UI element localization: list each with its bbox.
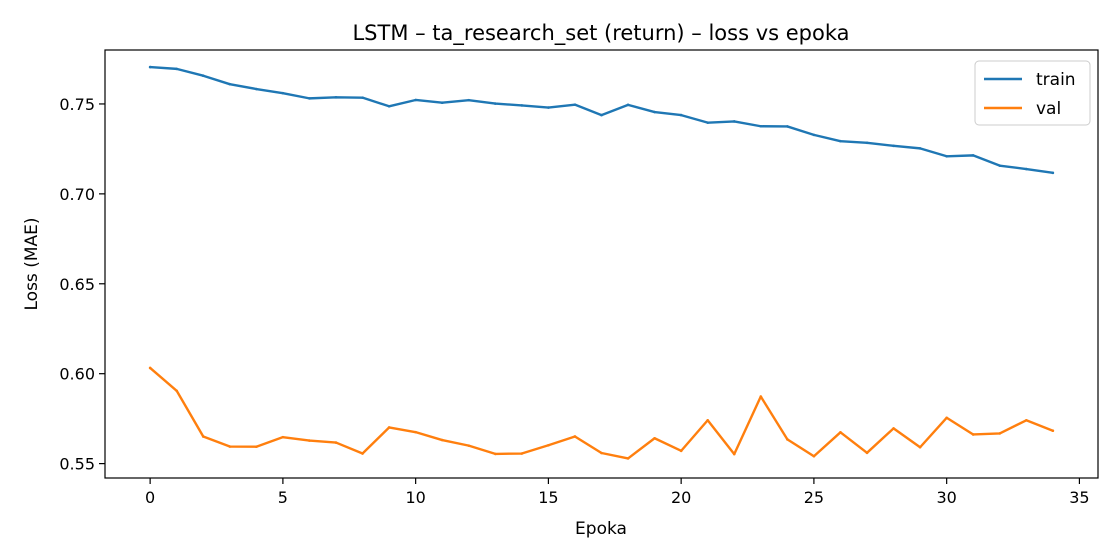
x-tick-label: 35 [1069, 488, 1089, 507]
data-point-train [786, 125, 789, 128]
chart-title: LSTM – ta_research_set (return) – loss v… [352, 21, 849, 46]
data-point-val [414, 430, 417, 434]
x-axis: 0 5 10 15 20 25 30 35 [145, 478, 1090, 507]
data-point-train [387, 104, 391, 108]
data-point-train [414, 98, 417, 102]
data-point-val [308, 439, 311, 442]
data-point-val [148, 366, 152, 370]
data-point-val [387, 426, 391, 429]
data-point-val [334, 441, 338, 444]
data-point-train [865, 141, 869, 145]
data-point-train [945, 154, 948, 158]
data-point-val [812, 454, 816, 458]
data-point-train [679, 113, 683, 117]
legend: train val [974, 60, 1091, 126]
data-point-train [892, 144, 895, 148]
data-point-train [706, 121, 709, 124]
plot-area [104, 49, 1099, 479]
data-point-train [308, 97, 311, 100]
x-tick-label: 30 [936, 488, 956, 507]
data-point-val [547, 443, 550, 447]
data-point-train [626, 103, 630, 107]
data-point-train [573, 103, 577, 106]
data-point-train [759, 124, 763, 128]
data-point-val [971, 433, 975, 436]
x-axis-label: Epoka [575, 519, 627, 539]
data-point-train [201, 74, 205, 78]
x-tick-label: 5 [278, 488, 288, 507]
plot-frame [104, 49, 1099, 479]
data-point-val [281, 435, 285, 439]
y-tick-label: 0.60 [59, 365, 95, 384]
data-point-train [812, 133, 816, 137]
y-tick-label: 0.65 [59, 275, 95, 294]
data-point-val [228, 445, 232, 448]
data-point-val [600, 451, 603, 455]
data-point-train [228, 82, 232, 86]
data-point-val [440, 438, 444, 442]
data-point-train [732, 120, 736, 123]
series-layer [148, 65, 1055, 460]
data-point-val [918, 445, 922, 449]
data-point-val [361, 452, 364, 455]
y-tick-label: 0.70 [59, 185, 95, 204]
data-point-train [361, 96, 364, 99]
y-axis-label: Loss (MAE) [22, 218, 42, 311]
data-point-train [547, 106, 550, 109]
data-point-train [1051, 171, 1055, 175]
data-point-val [786, 438, 789, 441]
data-point-val [201, 435, 205, 438]
data-point-train [998, 164, 1002, 167]
x-tick-label: 10 [405, 488, 425, 507]
data-point-val [706, 418, 709, 422]
data-point-val [653, 436, 656, 440]
data-point-train [334, 96, 338, 99]
data-point-val [494, 452, 497, 456]
data-point-train [281, 91, 285, 95]
data-point-val [679, 449, 683, 453]
data-point-train [839, 139, 842, 143]
data-point-val [732, 452, 736, 456]
data-point-val [998, 432, 1002, 435]
data-point-val [1051, 429, 1055, 433]
data-point-val [865, 451, 869, 455]
x-tick-label: 20 [671, 488, 691, 507]
data-point-train [255, 87, 258, 91]
data-point-train [971, 154, 975, 157]
x-tick-label: 25 [804, 488, 824, 507]
data-point-train [175, 67, 178, 71]
data-point-train [600, 113, 603, 117]
data-point-train [918, 147, 922, 150]
data-point-val [1025, 418, 1028, 422]
data-point-val [175, 389, 178, 393]
data-point-val [892, 427, 895, 430]
data-point-train [440, 101, 444, 104]
y-tick-label: 0.75 [59, 95, 95, 114]
data-point-val [520, 452, 524, 455]
legend-val-label: val [1036, 99, 1061, 119]
data-point-train [467, 98, 471, 102]
data-point-val [467, 444, 471, 447]
y-tick-label: 0.55 [59, 455, 95, 474]
data-point-val [759, 395, 763, 398]
data-point-val [573, 435, 577, 438]
data-point-train [1025, 167, 1028, 171]
legend-train-label: train [1036, 70, 1076, 90]
data-point-val [626, 457, 630, 460]
data-point-val [839, 431, 842, 434]
x-tick-label: 15 [538, 488, 558, 507]
data-point-train [148, 65, 152, 69]
y-axis: 0.55 0.60 0.65 0.70 0.75 [59, 95, 105, 474]
x-tick-label: 0 [145, 488, 155, 507]
data-point-val [945, 416, 948, 420]
data-point-train [494, 102, 497, 105]
data-point-train [520, 104, 524, 107]
data-point-val [255, 445, 258, 449]
data-point-train [653, 110, 656, 114]
